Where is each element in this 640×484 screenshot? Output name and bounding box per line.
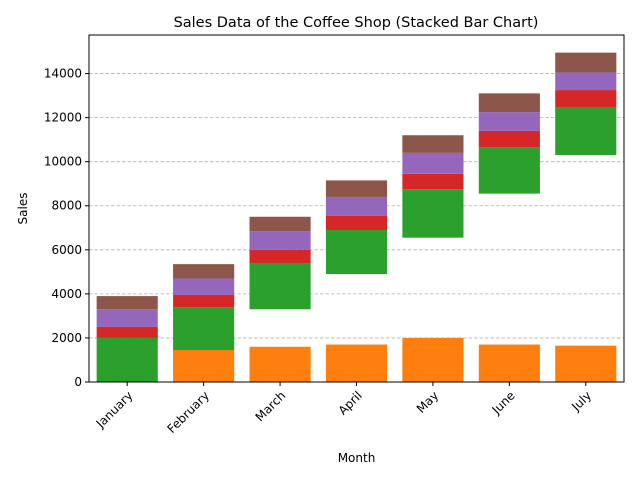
bar-segment: [555, 90, 617, 108]
bar-segment: [96, 296, 158, 310]
bar-segment: [478, 130, 540, 148]
y-tick-label: 12000: [44, 111, 82, 125]
bar-segment: [249, 231, 311, 250]
bar-segment: [249, 216, 311, 232]
bar-segment: [402, 135, 464, 153]
bar-segment: [173, 348, 235, 382]
y-tick-label: 4000: [51, 287, 82, 301]
bar-segment: [555, 52, 617, 73]
y-tick-label: 0: [74, 375, 82, 389]
x-tick-label: May: [414, 388, 441, 415]
bar-segment: [173, 294, 235, 308]
y-tick-label: 6000: [51, 243, 82, 257]
x-tick-label: June: [489, 388, 518, 417]
bar-segment: [555, 345, 617, 382]
bar-segment: [173, 264, 235, 279]
chart-title: Sales Data of the Coffee Shop (Stacked B…: [174, 15, 539, 31]
bar-segment: [325, 196, 388, 216]
bar-segment: [402, 152, 464, 174]
bar-segment: [325, 229, 388, 275]
bar-segment: [555, 107, 617, 156]
bar-segment: [96, 309, 158, 327]
bar-segment: [96, 337, 158, 382]
x-tick-label: July: [568, 388, 594, 414]
bar-segment: [249, 346, 311, 382]
x-tick-label: March: [253, 388, 289, 424]
bar-segment: [402, 189, 464, 238]
bar-segment: [96, 326, 158, 338]
bar-segment: [402, 337, 464, 382]
x-tick-label: April: [336, 388, 365, 417]
bars: [96, 52, 617, 382]
bar-segment: [402, 173, 464, 190]
y-tick-label: 8000: [51, 199, 82, 213]
x-tick-label: February: [164, 388, 212, 436]
bar-segment: [478, 112, 540, 131]
x-axis: January February March April May June July: [93, 382, 594, 436]
bar-segment: [478, 147, 540, 194]
bar-segment: [173, 307, 235, 351]
bar-segment: [325, 215, 388, 230]
x-axis-label: Month: [338, 451, 376, 465]
bar-segment: [478, 93, 540, 113]
bar-segment: [325, 344, 388, 382]
x-tick-label: January: [93, 388, 136, 431]
bar-segment: [173, 278, 235, 295]
y-tick-label: 2000: [51, 331, 82, 345]
bar-segment: [555, 72, 617, 91]
y-axis: 0 2000 4000 6000 8000 10000 12000 14000: [44, 67, 89, 389]
bar-segment: [478, 344, 540, 382]
y-axis-label: Sales: [16, 193, 30, 225]
bar-segment: [249, 263, 311, 310]
y-tick-label: 10000: [44, 155, 82, 169]
y-tick-label: 14000: [44, 67, 82, 81]
bar-segment: [249, 249, 311, 264]
bar-segment: [325, 180, 388, 197]
